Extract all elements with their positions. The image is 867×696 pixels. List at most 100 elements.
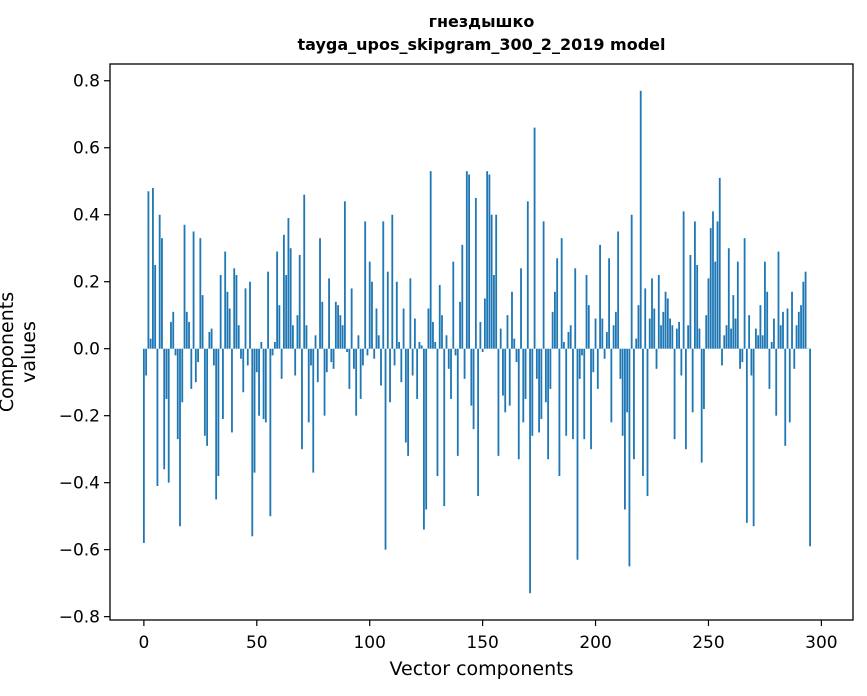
bar [219, 275, 222, 349]
x-axis-label: Vector components [389, 658, 574, 680]
bar [346, 348, 349, 353]
bar [655, 348, 658, 369]
bar [371, 281, 373, 349]
bar [608, 258, 610, 349]
bar [637, 305, 640, 349]
bar [506, 315, 509, 349]
bar [183, 224, 186, 349]
bar [809, 348, 811, 547]
bar [739, 348, 741, 369]
bar [350, 288, 353, 349]
bar [529, 348, 531, 594]
bar [276, 251, 279, 349]
bar [212, 348, 215, 366]
bar [725, 325, 728, 349]
bar [343, 201, 346, 349]
bar [610, 348, 613, 423]
bar [574, 268, 577, 349]
bar [319, 238, 321, 349]
bar [264, 348, 267, 423]
bar [441, 315, 443, 349]
bar [782, 311, 784, 349]
bar [660, 325, 662, 349]
y-axis-ticks: −0.8 −0.6 −0.4 −0.2 0.0 0.2 0.4 0.6 0.8 [59, 72, 110, 628]
bar [398, 342, 400, 349]
bar [325, 348, 328, 373]
bar [362, 348, 364, 366]
bar [407, 348, 410, 456]
bar [504, 348, 507, 413]
chart-subtitle: tayga_upos_skipgram_300_2_2019 model [297, 35, 666, 54]
bar [389, 348, 391, 403]
bar [312, 348, 315, 473]
y-tick-label: 0.4 [73, 206, 100, 226]
bar [391, 214, 394, 349]
bar [152, 187, 154, 349]
bar [791, 291, 793, 349]
bar [797, 311, 800, 349]
bar [330, 348, 333, 363]
bar [754, 328, 757, 349]
bar [538, 348, 540, 433]
bar [531, 348, 534, 436]
bar [366, 348, 369, 356]
x-tick-label: 150 [466, 633, 498, 653]
bar [583, 348, 586, 440]
bar [587, 305, 590, 349]
bar [800, 305, 802, 349]
bar [766, 291, 769, 349]
bar [748, 315, 751, 349]
bar [271, 348, 274, 356]
bar [488, 174, 491, 349]
bar [303, 194, 306, 349]
bar [285, 275, 288, 349]
bar [301, 348, 303, 450]
bar [795, 325, 798, 349]
bar [651, 278, 653, 349]
bar [793, 348, 796, 369]
bar [251, 348, 254, 537]
bar [158, 214, 161, 349]
bar [364, 221, 367, 349]
x-tick-label: 50 [246, 633, 268, 653]
bar [734, 318, 737, 349]
bar [296, 315, 299, 349]
bar [447, 348, 450, 369]
bar [601, 318, 604, 349]
bar [687, 325, 690, 349]
bar [714, 261, 717, 349]
bar [621, 348, 624, 436]
bar [321, 301, 324, 349]
bar [149, 338, 152, 349]
bar [287, 218, 290, 349]
bar [355, 348, 358, 416]
bar [594, 318, 597, 349]
bar [395, 281, 398, 349]
bar-series [142, 90, 811, 594]
bar [267, 271, 269, 349]
bar [292, 325, 294, 349]
bar [201, 295, 204, 349]
bar [339, 315, 342, 349]
bar [770, 342, 773, 349]
bar [307, 348, 310, 423]
bar [662, 311, 665, 349]
bar [156, 348, 159, 487]
bar [544, 348, 547, 403]
bar [592, 348, 595, 373]
bar [203, 348, 206, 436]
bar [210, 328, 213, 349]
bar [181, 348, 184, 403]
bar [373, 348, 376, 359]
bar [517, 348, 520, 460]
bar [445, 335, 448, 349]
bar [255, 348, 258, 373]
bar [581, 348, 583, 356]
bar [427, 308, 430, 349]
bar [192, 231, 195, 349]
bar [459, 301, 461, 349]
bar [565, 348, 568, 436]
bar [472, 348, 475, 430]
bar [499, 328, 502, 349]
bar [664, 291, 667, 349]
